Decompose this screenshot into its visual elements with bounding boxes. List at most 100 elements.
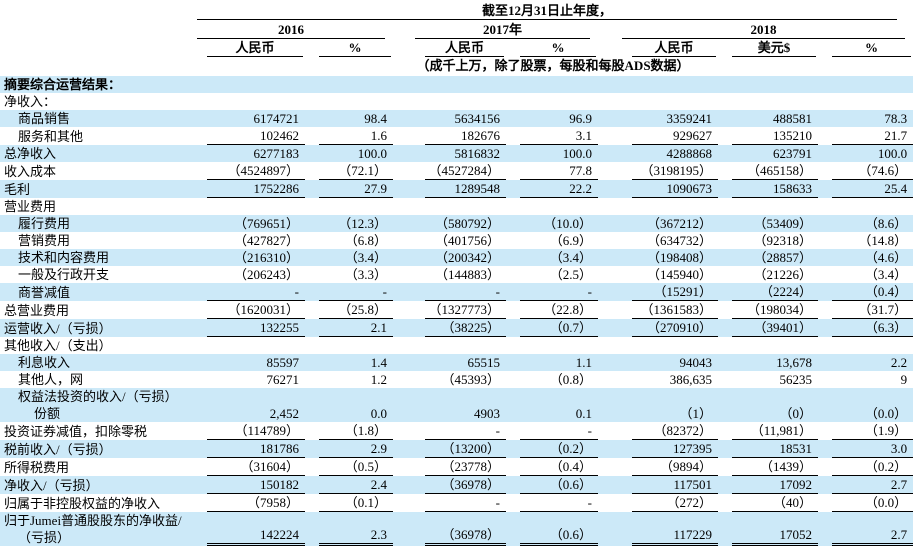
value-cell: （0.6） (506, 476, 598, 494)
value-cell (718, 76, 818, 93)
value-cell: （28857） (718, 249, 818, 266)
value-cell: （0.0） (818, 388, 913, 422)
value-cell: （1361583） (618, 301, 718, 319)
value-cell: 94043 (618, 354, 718, 371)
value-cell: （4527284） (411, 162, 506, 180)
value-cell (305, 93, 393, 110)
value-cell (618, 76, 718, 93)
value-cell: （2.5） (549, 267, 592, 282)
value-cell: （12.3） (305, 215, 393, 232)
value-cell: 85597 (193, 354, 305, 371)
value-cell: （31604） (193, 458, 305, 476)
header-columns-row: 人民币 % 人民币 % 人民币 美元$ % (0, 39, 913, 57)
value-cell: 56235 (779, 372, 813, 387)
value-cell: 9 (900, 372, 908, 387)
value-cell: 929627 (618, 127, 718, 145)
header-spacer (0, 39, 193, 57)
col-header-2016-pct: % (305, 39, 393, 57)
value-cell: 25.4 (818, 180, 913, 198)
value-cell: （198408） (618, 249, 718, 266)
value-cell (818, 198, 913, 215)
table-row: 税前收入/（亏损） 181786 2.9 （13200） （0.2） 127395 1853… (0, 440, 913, 458)
column-gap (393, 93, 411, 110)
table-row: 归于Jumei普通股股东的净收益/（亏损） 142224 2.3 （36978） （0.… (0, 512, 913, 546)
value-cell: （36978） (411, 512, 506, 546)
row-label: 净收入/（亏损） (0, 476, 193, 494)
row-label: 营销费用 (18, 233, 71, 248)
row-label: 商品销售 (0, 110, 193, 127)
value-cell: （206243） (233, 267, 299, 282)
value-cell: 1289548 (411, 180, 506, 198)
value-cell: 1752286 (193, 180, 305, 198)
table-row: 净收入： (0, 93, 913, 110)
column-gap (393, 39, 411, 57)
value-cell (506, 337, 598, 354)
column-gap (393, 162, 411, 180)
table-row: 收入成本 （4524897） （72.1） （4527284） 77.8 （3198195… (0, 162, 913, 180)
value-cell: （0.7） (506, 319, 598, 337)
row-label: 归于Jumei普通股股东的净收益/（亏损） (0, 512, 193, 546)
column-gap (393, 494, 411, 512)
table-row: 运营收入/（亏损） 132255 2.1 （38225） （0.7） （270910） （3… (0, 319, 913, 337)
value-cell: （3.4） (506, 249, 598, 266)
value-cell: 2.9 (305, 440, 393, 458)
row-label: 其他收入/（支出） (4, 338, 112, 353)
value-cell: - (411, 494, 506, 512)
value-cell: （1439） (718, 458, 818, 476)
value-cell: 77.8 (506, 162, 598, 180)
value-cell (718, 93, 818, 110)
value-cell: （53409） (718, 215, 818, 232)
table-row: 总净收入 6277183 100.0 5816832 100.0 4288868 62379… (0, 145, 913, 162)
period-title: 截至12月31日止年度， (197, 0, 898, 20)
value-cell: （2224） (718, 283, 818, 301)
column-gap (598, 337, 618, 354)
column-gap (598, 458, 618, 476)
value-cell: （82372） (618, 422, 718, 440)
column-gap (598, 249, 618, 266)
value-cell (506, 76, 598, 93)
value-cell: （114789） (193, 422, 305, 440)
column-gap (393, 249, 411, 266)
value-cell: （36978） (411, 476, 506, 494)
value-cell: 102462 (193, 127, 305, 145)
value-cell: （13200） (411, 440, 506, 458)
value-cell: 18531 (718, 440, 818, 458)
value-cell: 17052 (718, 512, 818, 546)
column-gap (598, 512, 618, 546)
row-label: 商誉减值 (0, 283, 193, 301)
column-gap (598, 371, 618, 388)
value-cell: （634732） (646, 233, 712, 248)
value-cell: 127395 (618, 440, 718, 458)
value-cell: （40） (718, 494, 818, 512)
column-gap (393, 512, 411, 546)
value-cell: （14.8） (858, 233, 908, 248)
value-cell: 488581 (718, 110, 818, 127)
value-cell: （272） (618, 494, 718, 512)
value-cell: 117501 (618, 476, 718, 494)
header-note-row: （成千上万，除了股票，每股和每股ADS数据） (0, 57, 913, 76)
value-cell: （465158） (718, 162, 818, 180)
value-cell: （38225） (411, 319, 506, 337)
row-label: 一般及行政开支 (18, 267, 110, 282)
value-cell: 27.9 (305, 180, 393, 198)
value-cell: 96.9 (506, 110, 598, 127)
column-gap (598, 110, 618, 127)
table-row: 总营业费用 （1620031） （25.8） （1327773） （22.8） （1361… (0, 301, 913, 319)
value-cell: 132255 (193, 319, 305, 337)
value-cell: 3359241 (618, 110, 718, 127)
value-cell (193, 93, 305, 110)
value-cell: 13,678 (718, 354, 818, 371)
year-group-2016: 2016 (193, 20, 393, 39)
value-cell: （3.3） (344, 267, 387, 282)
value-cell: （3198195） (618, 162, 718, 180)
value-cell: （3.4） (305, 249, 393, 266)
value-cell: （7958） (193, 494, 305, 512)
column-gap (393, 266, 411, 283)
value-cell: （31.7） (818, 301, 913, 319)
value-cell: （6.3） (818, 319, 913, 337)
table-row: 其他收入/（支出） (0, 337, 913, 354)
table-row: 所得税费用 （31604） （0.5） （23778） （0.4） （9894） （1439… (0, 458, 913, 476)
value-cell: - (305, 283, 393, 301)
header-spacer (0, 0, 193, 20)
row-label: 总营业费用 (4, 303, 70, 318)
